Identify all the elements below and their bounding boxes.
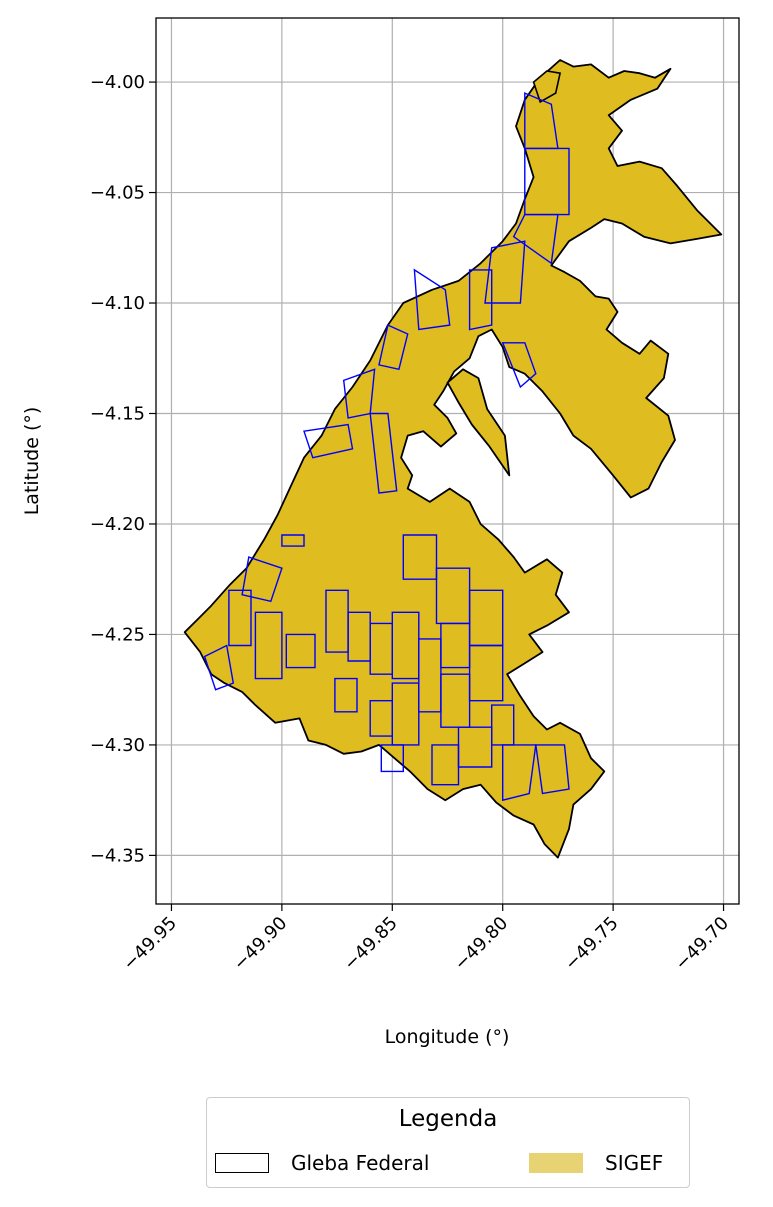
y-axis-label: Latitude (°) (21, 407, 43, 516)
sigef-parcel (501, 342, 537, 389)
x-axis-label: Longitude (°) (385, 1026, 510, 1048)
sigef-parcel (241, 556, 283, 603)
sigef-parcel (378, 324, 409, 371)
y-tick-label: −4.20 (90, 514, 145, 535)
gleba-outline (183, 59, 723, 859)
sigef-parcel (369, 700, 393, 737)
legend-label-sigef: SIGEF (605, 1151, 664, 1175)
sigef-parcel (303, 423, 354, 459)
axes-frame (155, 17, 740, 905)
legend-label-gleba: Gleba Federal (291, 1151, 430, 1175)
sigef-parcel (502, 744, 537, 802)
y-tick-label: −4.25 (90, 624, 145, 645)
legend-swatch-gleba (215, 1153, 269, 1173)
sigef-parcel (254, 611, 283, 680)
legend: Legenda Gleba Federal SIGEF (206, 1097, 690, 1188)
sigef-parcel (380, 744, 404, 773)
sigef-parcel (228, 589, 252, 647)
sigef-parcel (285, 633, 316, 669)
sigef-parcel (325, 589, 349, 653)
sigef-parcel (334, 677, 358, 713)
y-tick-label: −4.05 (90, 183, 145, 204)
map-figure: −49.95 −49.90 −49.85 −49.80 −49.75 −49.70 −4.0… (21, 17, 740, 1048)
sigef-parcel (468, 269, 493, 331)
gleba-federal-area (183, 59, 723, 859)
x-tick-label: −49.95 (119, 913, 181, 975)
x-tick-label: −49.80 (450, 913, 512, 975)
legend-item-sigef: SIGEF (529, 1151, 664, 1175)
sigef-parcel (413, 268, 451, 331)
sigef-parcel (369, 412, 398, 494)
legend-swatch-sigef (529, 1153, 583, 1173)
sigef-parcel (512, 213, 559, 265)
x-tick-label: −49.85 (340, 913, 402, 975)
x-tick-label: −49.90 (229, 913, 291, 975)
legend-title: Legenda (398, 1106, 498, 1132)
y-tick-label: −4.35 (90, 845, 145, 866)
sigef-parcel (524, 92, 559, 150)
legend-item-gleba: Gleba Federal (215, 1151, 430, 1175)
sigef-parcels (203, 92, 570, 802)
x-tick-label: −49.75 (561, 913, 623, 975)
sigef-parcel (203, 644, 235, 691)
sigef-parcel (484, 240, 526, 304)
sigef-parcel (431, 744, 460, 786)
sigef-parcel (534, 744, 570, 795)
x-tick-label: −49.70 (671, 913, 733, 975)
y-tick-label: −4.15 (90, 403, 145, 424)
y-tick-label: −4.30 (90, 735, 145, 756)
sigef-parcel (281, 534, 305, 547)
y-tick-label: −4.10 (90, 293, 145, 314)
y-tick-label: −4.00 (90, 72, 145, 93)
